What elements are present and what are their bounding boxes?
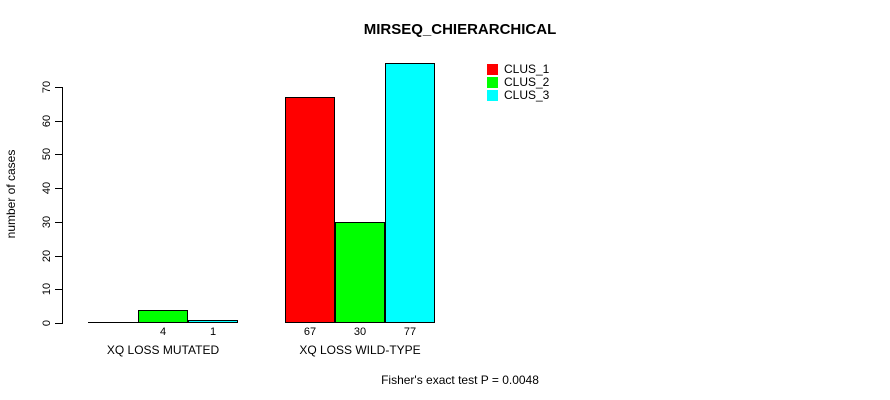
legend-swatch-icon <box>487 64 498 75</box>
legend-row: CLUS_1 <box>487 62 550 76</box>
y-tick <box>55 221 62 223</box>
y-tick-label: 10 <box>41 283 53 296</box>
bar-value-label: 30 <box>353 326 367 338</box>
bar-clus_1 <box>285 97 335 323</box>
legend: CLUS_1 CLUS_2 CLUS_3 <box>487 62 550 102</box>
y-tick <box>55 289 62 291</box>
category-label: XQ LOSS MUTATED <box>106 343 220 357</box>
bar-value-label: 67 <box>303 326 317 338</box>
y-tick-label: 40 <box>41 182 53 195</box>
legend-swatch-icon <box>487 77 498 88</box>
y-tick <box>55 188 62 190</box>
legend-row: CLUS_3 <box>487 88 550 102</box>
y-tick-label: 50 <box>41 148 53 161</box>
bar-value-label: 1 <box>209 326 217 338</box>
y-tick-label: 70 <box>41 80 53 94</box>
y-tick <box>55 87 62 88</box>
bar-value-label: 4 <box>159 326 167 338</box>
y-axis-label: number of cases <box>4 149 18 239</box>
y-tick-label: 60 <box>41 114 53 127</box>
bar-clus_3 <box>385 63 435 323</box>
y-tick-label: 20 <box>41 249 53 262</box>
y-tick <box>55 323 62 324</box>
y-tick-label: 30 <box>41 215 53 228</box>
y-tick-label: 0 <box>41 319 53 327</box>
y-tick <box>55 255 62 257</box>
bar-value-label: 77 <box>403 326 417 338</box>
legend-label: CLUS_3 <box>504 88 550 102</box>
stat-annotation: Fisher's exact test P = 0.0048 <box>381 373 539 387</box>
legend-label: CLUS_1 <box>504 62 550 76</box>
bar-clus_2 <box>335 221 385 323</box>
legend-swatch-icon <box>487 90 498 101</box>
y-tick <box>55 120 62 122</box>
bar-clus_2 <box>138 309 188 323</box>
legend-label: CLUS_2 <box>504 75 550 89</box>
y-tick <box>55 154 62 156</box>
y-axis-line <box>62 87 63 324</box>
bar-clus_1 <box>88 322 138 323</box>
category-label: XQ LOSS WILD-TYPE <box>299 343 421 357</box>
bar-clus_3 <box>188 319 238 323</box>
legend-row: CLUS_2 <box>487 75 550 89</box>
chart-title: MIRSEQ_CHIERARCHICAL <box>363 21 557 38</box>
